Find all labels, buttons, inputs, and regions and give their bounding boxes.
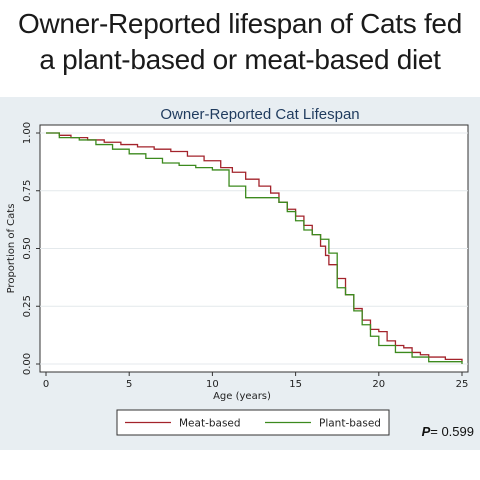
headline-line-2: a plant-based or meat-based diet	[39, 44, 441, 75]
p-value-letter: P	[421, 424, 431, 439]
x-tick-label: 20	[372, 379, 385, 390]
p-value: P= 0.599	[422, 424, 474, 439]
chart-title: Owner-Reported Cat Lifespan	[160, 106, 359, 123]
legend-label-meat-based: Meat-based	[179, 418, 241, 430]
y-tick-label: 0.00	[22, 353, 33, 375]
y-tick-label: 0.25	[22, 295, 33, 317]
p-value-text: = 0.599	[430, 424, 474, 439]
y-axis-label: Proportion of Cats	[6, 204, 17, 294]
x-tick-label: 10	[206, 379, 219, 390]
x-tick-label: 0	[43, 379, 49, 390]
series-line-plant-based	[46, 132, 463, 364]
y-tick-label: 0.50	[22, 237, 33, 259]
y-tick-label: 1.00	[22, 122, 33, 144]
headline-line-1: Owner-Reported lifespan of Cats fed	[18, 8, 462, 39]
legend-label-plant-based: Plant-based	[319, 418, 381, 430]
x-axis-label: Age (years)	[213, 391, 271, 402]
y-tick-label: 0.75	[22, 180, 33, 202]
x-tick-label: 15	[289, 379, 302, 390]
x-tick-label: 5	[126, 379, 132, 390]
series-line-meat-based	[46, 132, 463, 362]
x-tick-label: 25	[456, 379, 469, 390]
